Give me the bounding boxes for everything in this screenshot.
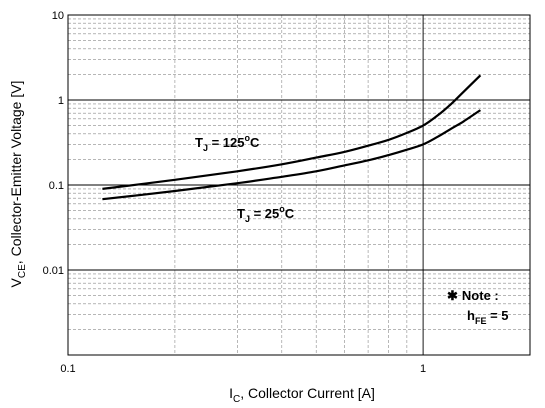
- y-tick-label: 10: [52, 10, 64, 22]
- y-tick-labels: 10 1 0.1 0.01: [43, 10, 64, 277]
- x-tick-label: 0.1: [60, 363, 75, 375]
- series-line-25c: [102, 109, 482, 201]
- y-tick-label: 1: [58, 95, 64, 107]
- x-tick-label: 1: [420, 363, 426, 375]
- asterisk-icon: ✱: [447, 288, 458, 303]
- y-tick-label: 0.1: [49, 180, 64, 192]
- major-gridlines: [68, 15, 530, 355]
- x-axis-title: IC, Collector Current [A]: [229, 385, 375, 405]
- y-axis-title: VCE, Collector-Emitter Voltage [V]: [8, 81, 28, 288]
- x-tick-labels: 0.1 1: [60, 363, 426, 375]
- note-line-2: hFE = 5: [467, 308, 509, 326]
- y-tick-label: 0.01: [43, 265, 64, 277]
- series-line-125c: [102, 74, 482, 190]
- curve-label-25c: TJ = 25oC: [237, 204, 295, 224]
- curves: [102, 74, 482, 201]
- minor-gridlines: [68, 15, 530, 355]
- curve-label-125c: TJ = 125oC: [195, 133, 260, 153]
- plot-frame: [67, 14, 531, 356]
- note-line-1: ✱ Note :: [447, 288, 499, 303]
